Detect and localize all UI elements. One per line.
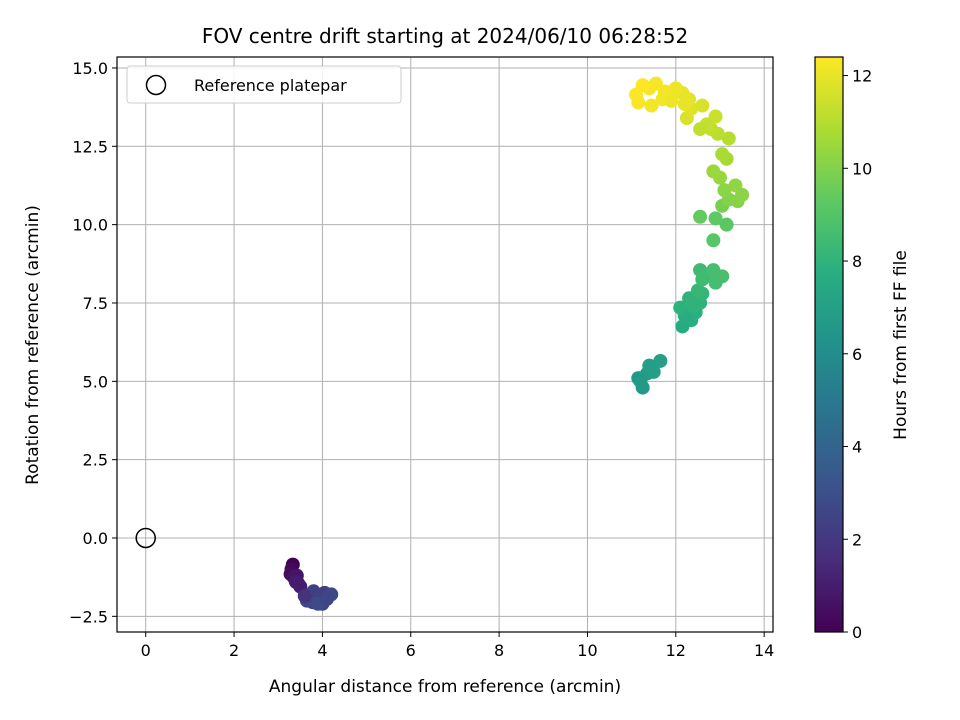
y-tick-label: 0.0 — [83, 529, 108, 548]
legend-box — [126, 65, 402, 104]
data-point — [644, 98, 659, 113]
data-point — [653, 353, 668, 368]
data-point — [706, 233, 721, 248]
data-point — [708, 211, 723, 226]
x-axis: 0 2 4 6 8 10 12 14 — [141, 632, 774, 660]
grid — [117, 57, 773, 632]
y-tick-label: 2.5 — [83, 451, 108, 470]
colorbar-tick-label: 4 — [852, 438, 862, 457]
data-point — [664, 93, 679, 108]
colorbar-label: Hours from first FF file — [891, 250, 911, 440]
data-point — [291, 576, 306, 591]
legend-entry-reference: Reference platepar — [194, 76, 347, 95]
data-points — [283, 76, 750, 611]
data-point — [631, 95, 646, 110]
data-point — [693, 209, 708, 224]
data-point — [695, 98, 710, 113]
y-tick-label: −2.5 — [69, 607, 108, 626]
y-tick-label: 5.0 — [83, 372, 108, 391]
legend: Reference platepar — [126, 65, 402, 104]
data-point — [708, 275, 723, 290]
y-axis-label: Rotation from reference (arcmin) — [23, 205, 43, 485]
colorbar-tick-label: 2 — [852, 530, 862, 549]
x-tick-label: 0 — [141, 641, 151, 660]
y-axis: −2.5 0.0 2.5 5.0 7.5 10.0 12.5 15.0 — [69, 59, 117, 626]
y-tick-label: 12.5 — [72, 137, 108, 156]
data-point — [728, 178, 743, 193]
data-point — [717, 183, 732, 198]
data-point — [297, 588, 312, 603]
data-point — [679, 311, 694, 326]
colorbar-tick-label: 6 — [852, 345, 862, 364]
legend-marker-reference — [145, 74, 167, 96]
data-point — [715, 147, 730, 162]
y-tick-label: 15.0 — [72, 59, 108, 78]
data-point — [319, 592, 334, 607]
data-point — [673, 300, 688, 315]
y-tick-label: 10.0 — [72, 216, 108, 235]
colorbar: 0 2 4 6 8 10 12 Hours from first FF file — [814, 56, 911, 642]
data-point — [642, 358, 657, 373]
data-point — [633, 374, 648, 389]
colorbar-tick-label: 12 — [852, 67, 872, 86]
colorbar-gradient — [814, 56, 844, 633]
x-tick-label: 14 — [754, 641, 774, 660]
x-tick-label: 8 — [494, 641, 504, 660]
chart-title: FOV centre drift starting at 2024/06/10 … — [202, 24, 688, 48]
data-point — [693, 122, 708, 137]
colorbar-tick-label: 0 — [852, 623, 862, 642]
data-point — [668, 81, 683, 96]
data-point — [686, 299, 701, 314]
colorbar-ticks: 0 2 4 6 8 10 12 — [843, 67, 872, 642]
x-tick-label: 10 — [577, 641, 597, 660]
colorbar-tick-label: 8 — [852, 252, 862, 271]
reference-marker — [135, 527, 156, 549]
x-axis-label: Angular distance from reference (arcmin) — [269, 677, 621, 697]
data-point — [721, 131, 736, 146]
x-tick-label: 2 — [229, 641, 239, 660]
reference-platepar-marker — [135, 527, 156, 549]
data-point — [719, 217, 734, 232]
x-tick-label: 4 — [317, 641, 327, 660]
x-tick-label: 12 — [666, 641, 686, 660]
y-tick-label: 7.5 — [83, 294, 108, 313]
x-tick-label: 6 — [406, 641, 416, 660]
plot-area-frame — [116, 56, 774, 633]
data-point — [677, 97, 692, 112]
data-point — [690, 283, 705, 298]
data-point — [706, 164, 721, 179]
data-point — [695, 272, 710, 287]
colorbar-tick-label: 10 — [852, 159, 872, 178]
